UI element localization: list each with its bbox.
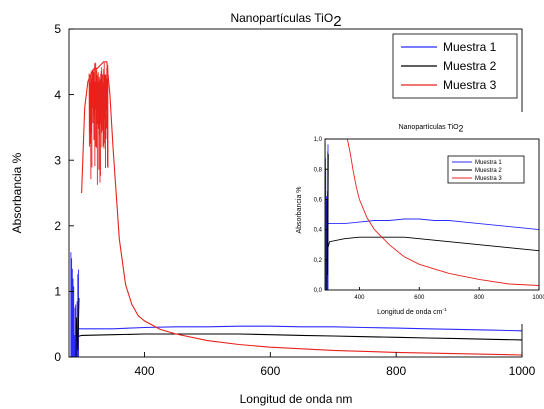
inset-x-axis-label-superscript: -1: [443, 307, 448, 313]
inset-y-axis-label: Absorbancia %: [296, 186, 303, 233]
inset-legend-label-muestra-1: Muestra 1: [475, 160, 502, 166]
inset-series-muestra-3: [329, 139, 539, 286]
inset-series-muestra-2: [327, 236, 539, 252]
main-xtick-label-800: 800: [386, 364, 406, 378]
main-ytick-label-3: 3: [54, 153, 61, 167]
inset-xtick-label-400: 400: [354, 295, 365, 301]
inset-legend-box: [447, 155, 525, 184]
main-legend-label-muestra-1: Muestra 1: [443, 40, 497, 54]
inset-legend: Muestra 1 Muestra 2 Muestra 3: [447, 155, 525, 184]
main-ytick-label-1: 1: [54, 285, 61, 299]
main-series-muestra-2-noise: [75, 297, 80, 357]
inset-xtick-label-800: 800: [474, 295, 485, 301]
inset-frame: [324, 138, 540, 291]
inset-title: Nanopartículas TiO2: [399, 123, 464, 133]
inset-xtick-label-600: 600: [414, 295, 425, 301]
main-plot-area: [70, 61, 522, 357]
inset-chart: 400 600 800 1000 0,0 0,2 0,4 0,6 0,8 1,0 Nanopartí…: [286, 112, 544, 324]
inset-xtick-label-1000: 1000: [532, 295, 544, 301]
main-series-muestra-3: [81, 61, 522, 356]
main-series-muestra-1: [75, 325, 522, 332]
main-series-muestra-2: [75, 333, 522, 341]
main-ytick-label-4: 4: [54, 88, 61, 102]
main-xtick-label-1000: 1000: [509, 364, 536, 378]
main-series-muestra-3-noise: [88, 62, 109, 185]
inset-legend-label-muestra-3: Muestra 3: [475, 176, 502, 182]
inset-ytick-label-3: 0,6: [314, 198, 323, 204]
main-ytick-label-2: 2: [54, 219, 61, 233]
main-xtick-label-600: 600: [260, 364, 280, 378]
main-title-subscript: 2: [333, 13, 341, 30]
main-ytick-label-0: 0: [54, 350, 61, 364]
main-xtick-label-400: 400: [134, 364, 154, 378]
inset-x-axis-label: Longitud de onda cm-1: [377, 307, 447, 316]
main-legend-label-muestra-2: Muestra 2: [443, 59, 497, 73]
inset-ytick-label-5: 1,0: [314, 137, 323, 143]
inset-series-muestra-1: [328, 218, 539, 231]
main-legend-label-muestra-3: Muestra 3: [443, 78, 497, 92]
inset-legend-label-muestra-2: Muestra 2: [475, 168, 502, 174]
inset-background: [286, 112, 544, 324]
inset-ytick-label-2: 0,4: [314, 228, 323, 234]
main-legend: Muestra 1 Muestra 2 Muestra 3: [392, 33, 518, 99]
inset-series-muestra-2-noise: [326, 154, 329, 290]
inset-ytick-label-4: 0,8: [314, 167, 323, 173]
main-ytick-label-5: 5: [54, 22, 61, 36]
inset-title-subscript: 2: [459, 123, 464, 133]
inset-ytick-label-1: 0,2: [314, 258, 323, 264]
inset-plot-area: [325, 139, 539, 290]
inset-ytick-label-0: 0,0: [314, 288, 323, 294]
main-x-axis-label: Longitud de onda nm: [240, 392, 353, 406]
main-y-axis-label: Absorbancia %: [10, 152, 24, 233]
